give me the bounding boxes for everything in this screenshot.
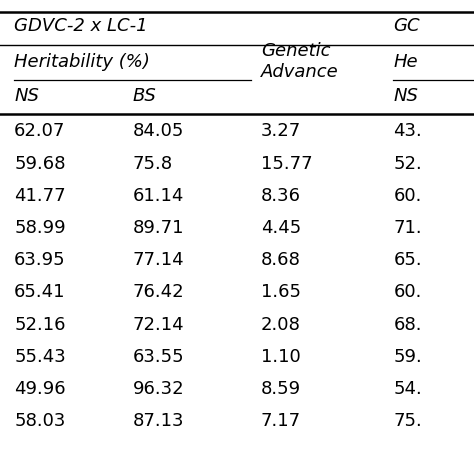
- Text: 3.27: 3.27: [261, 122, 301, 140]
- Text: 71.: 71.: [393, 219, 422, 237]
- Text: 76.42: 76.42: [133, 283, 184, 301]
- Text: 8.36: 8.36: [261, 187, 301, 205]
- Text: 2.08: 2.08: [261, 316, 301, 334]
- Text: 68.: 68.: [393, 316, 422, 334]
- Text: Genetic
Advance: Genetic Advance: [261, 42, 338, 82]
- Text: GDVC-2 x LC-1: GDVC-2 x LC-1: [14, 17, 148, 35]
- Text: He: He: [393, 53, 418, 71]
- Text: 4.45: 4.45: [261, 219, 301, 237]
- Text: 58.03: 58.03: [14, 412, 65, 430]
- Text: 77.14: 77.14: [133, 251, 184, 269]
- Text: NS: NS: [14, 87, 39, 105]
- Text: 65.41: 65.41: [14, 283, 66, 301]
- Text: Heritability (%): Heritability (%): [14, 53, 150, 71]
- Text: NS: NS: [393, 87, 418, 105]
- Text: 96.32: 96.32: [133, 380, 184, 398]
- Text: 7.17: 7.17: [261, 412, 301, 430]
- Text: BS: BS: [133, 87, 156, 105]
- Text: 55.43: 55.43: [14, 348, 66, 366]
- Text: 75.: 75.: [393, 412, 422, 430]
- Text: 60.: 60.: [393, 283, 422, 301]
- Text: 52.16: 52.16: [14, 316, 66, 334]
- Text: 59.68: 59.68: [14, 155, 66, 173]
- Text: 63.55: 63.55: [133, 348, 184, 366]
- Text: 15.77: 15.77: [261, 155, 312, 173]
- Text: 59.: 59.: [393, 348, 422, 366]
- Text: 61.14: 61.14: [133, 187, 184, 205]
- Text: 84.05: 84.05: [133, 122, 184, 140]
- Text: 72.14: 72.14: [133, 316, 184, 334]
- Text: 41.77: 41.77: [14, 187, 66, 205]
- Text: 8.68: 8.68: [261, 251, 301, 269]
- Text: 75.8: 75.8: [133, 155, 173, 173]
- Text: 65.: 65.: [393, 251, 422, 269]
- Text: 1.10: 1.10: [261, 348, 301, 366]
- Text: 58.99: 58.99: [14, 219, 66, 237]
- Text: GC: GC: [393, 17, 420, 35]
- Text: 43.: 43.: [393, 122, 422, 140]
- Text: 62.07: 62.07: [14, 122, 65, 140]
- Text: 8.59: 8.59: [261, 380, 301, 398]
- Text: 1.65: 1.65: [261, 283, 301, 301]
- Text: 54.: 54.: [393, 380, 422, 398]
- Text: 52.: 52.: [393, 155, 422, 173]
- Text: 49.96: 49.96: [14, 380, 66, 398]
- Text: 60.: 60.: [393, 187, 422, 205]
- Text: 63.95: 63.95: [14, 251, 66, 269]
- Text: 89.71: 89.71: [133, 219, 184, 237]
- Text: 87.13: 87.13: [133, 412, 184, 430]
